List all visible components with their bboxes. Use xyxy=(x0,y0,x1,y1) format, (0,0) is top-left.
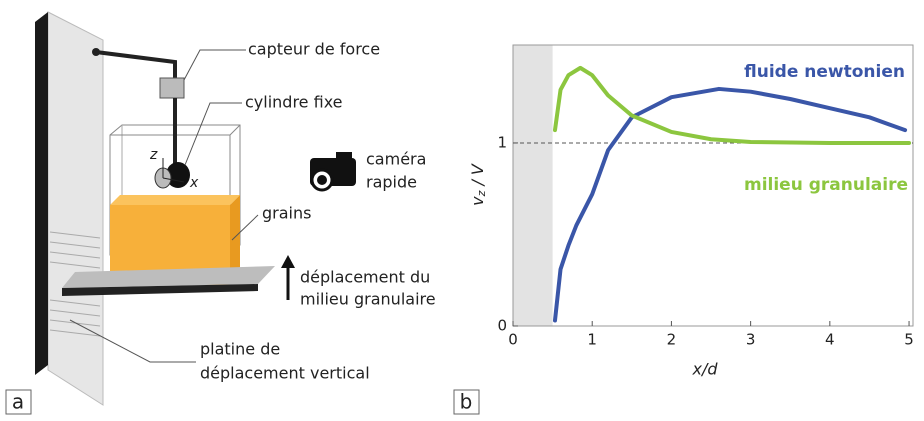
force-sensor xyxy=(160,78,184,98)
figure: capteur de force cylindre fixe z x camér… xyxy=(0,0,924,417)
shaded-region xyxy=(513,45,553,326)
label: déplacement du xyxy=(300,268,430,287)
x-tick-label: 3 xyxy=(746,331,756,349)
label: cylindre fixe xyxy=(245,93,343,112)
arm xyxy=(96,52,175,80)
series-label: milieu granulaire xyxy=(744,175,908,195)
series-label: fluide newtonien xyxy=(744,62,905,82)
y-tick-label: 1 xyxy=(497,133,507,151)
label: milieu granulaire xyxy=(300,290,436,309)
label: rapide xyxy=(366,173,417,192)
diagram: capteur de force cylindre fixe z x camér… xyxy=(6,12,436,414)
arrow xyxy=(281,255,295,268)
axis-label: z xyxy=(149,147,158,163)
label: grains xyxy=(262,204,311,223)
panel-label: b xyxy=(460,390,473,414)
label: caméra xyxy=(366,150,426,169)
label: platine de xyxy=(200,340,280,359)
grains-top xyxy=(110,195,240,205)
x-tick-label: 0 xyxy=(508,331,518,349)
x-axis-label: x/d xyxy=(691,360,718,379)
x-tick-label: 1 xyxy=(587,331,597,349)
y-axis-label: vz / V xyxy=(468,163,489,206)
camera xyxy=(310,152,356,190)
axis-label: x xyxy=(189,175,199,191)
panel-label: a xyxy=(12,390,24,414)
y-tick-label: 0 xyxy=(497,317,507,335)
label: déplacement vertical xyxy=(200,364,370,383)
wall xyxy=(35,12,48,375)
x-tick-label: 5 xyxy=(904,331,914,349)
series-line xyxy=(555,89,905,321)
x-tick-label: 2 xyxy=(667,331,677,349)
label: capteur de force xyxy=(248,40,380,59)
x-tick-label: 4 xyxy=(825,331,835,349)
stage-panel xyxy=(48,12,103,405)
